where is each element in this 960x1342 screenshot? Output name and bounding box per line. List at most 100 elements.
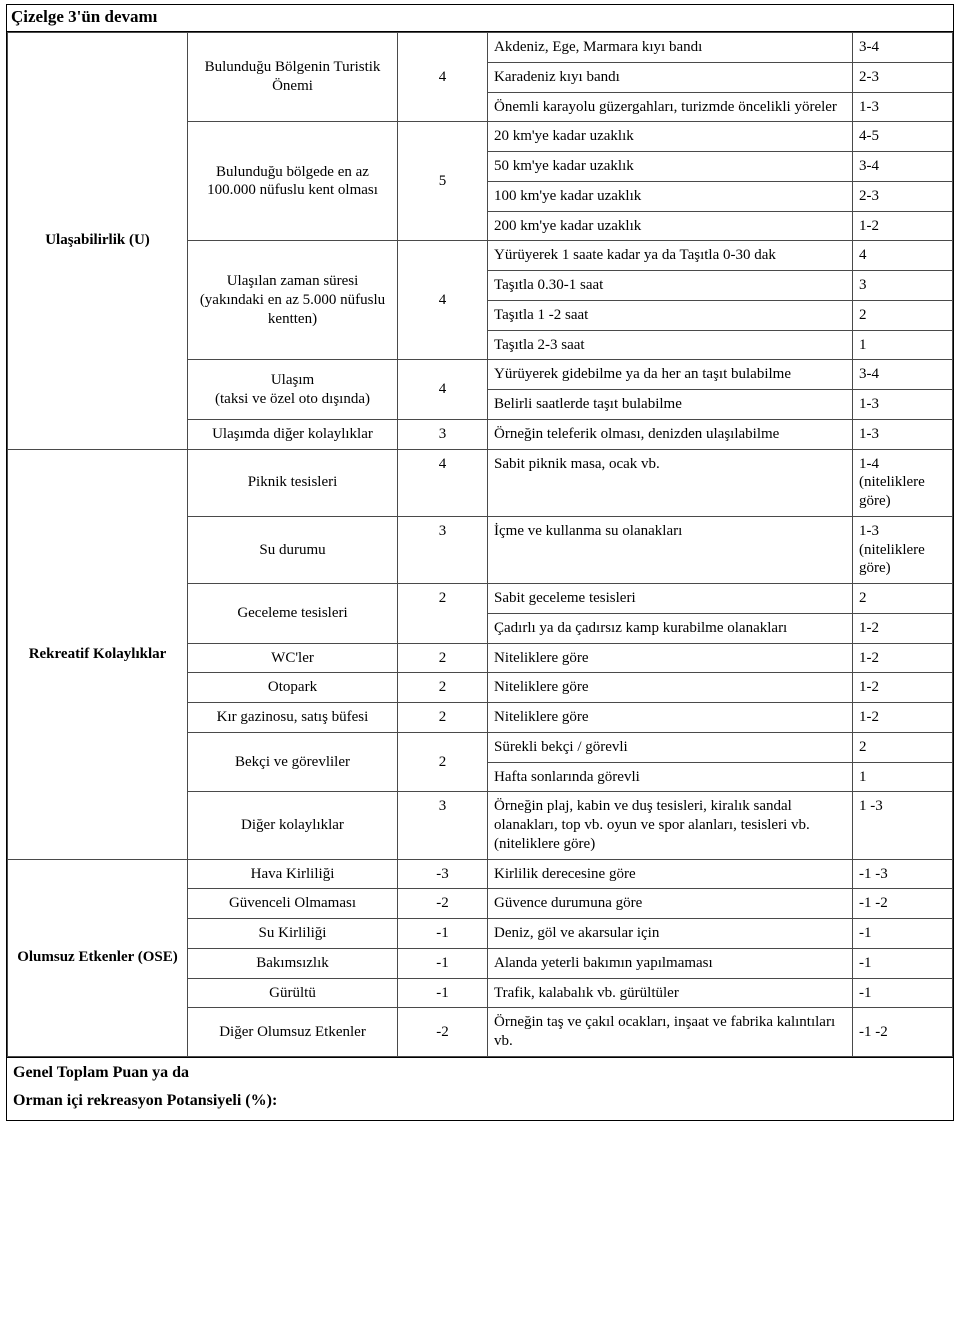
description-cell: Taşıtla 1 -2 saat <box>488 300 853 330</box>
footer-line-1: Genel Toplam Puan ya da <box>13 1064 947 1082</box>
subcriterion-cell: Ulaşım (taksi ve özel oto dışında) <box>188 360 398 420</box>
description-cell: Niteliklere göre <box>488 703 853 733</box>
description-cell: Yürüyerek gidebilme ya da her an taşıt b… <box>488 360 853 390</box>
score-cell: 2-3 <box>853 181 953 211</box>
description-cell: Niteliklere göre <box>488 643 853 673</box>
score-cell: 4 <box>853 241 953 271</box>
table-row: Rekreatif KolaylıklarPiknik tesisleri4Sa… <box>8 449 953 516</box>
subcriterion-cell: WC'ler <box>188 643 398 673</box>
weight-cell: 3 <box>398 792 488 859</box>
footer-line-2: Orman içi rekreasyon Potansiyeli (%): <box>13 1092 947 1110</box>
score-cell: 1 <box>853 762 953 792</box>
weight-cell: 2 <box>398 673 488 703</box>
description-cell: 100 km'ye kadar uzaklık <box>488 181 853 211</box>
weight-cell: 2 <box>398 703 488 733</box>
score-cell: -1 <box>853 948 953 978</box>
subcriterion-cell: Diğer Olumsuz Etkenler <box>188 1008 398 1057</box>
subcriterion-cell: Bulunduğu Bölgenin Turistik Önemi <box>188 33 398 122</box>
weight-cell: 2 <box>398 643 488 673</box>
score-cell: 1-3 <box>853 390 953 420</box>
page: Çizelge 3'ün devamı Ulaşabilirlik (U)Bul… <box>0 0 960 1131</box>
score-cell: 4-5 <box>853 122 953 152</box>
description-cell: Akdeniz, Ege, Marmara kıyı bandı <box>488 33 853 63</box>
score-cell: 1-2 <box>853 673 953 703</box>
description-cell: Taşıtla 2-3 saat <box>488 330 853 360</box>
weight-cell: 5 <box>398 122 488 241</box>
score-cell: -1 <box>853 978 953 1008</box>
description-cell: Güvence durumuna göre <box>488 889 853 919</box>
table-row: Ulaşabilirlik (U)Bulunduğu Bölgenin Turi… <box>8 33 953 63</box>
description-cell: Deniz, göl ve akarsular için <box>488 919 853 949</box>
description-cell: Sürekli bekçi / görevli <box>488 732 853 762</box>
weight-cell: 4 <box>398 360 488 420</box>
subcriterion-cell: Geceleme tesisleri <box>188 584 398 644</box>
description-cell: İçme ve kullanma su olanakları <box>488 516 853 583</box>
description-cell: 50 km'ye kadar uzaklık <box>488 152 853 182</box>
subcriterion-cell: Hava Kirliliği <box>188 859 398 889</box>
description-cell: Trafik, kalabalık vb. gürültüler <box>488 978 853 1008</box>
score-cell: 3 <box>853 271 953 301</box>
score-cell: 2 <box>853 300 953 330</box>
category-cell: Olumsuz Etkenler (OSE) <box>8 859 188 1056</box>
score-cell: 1 <box>853 330 953 360</box>
subcriterion-cell: Ulaşımda diğer kolaylıklar <box>188 419 398 449</box>
subcriterion-cell: Ulaşılan zaman süresi (yakındaki en az 5… <box>188 241 398 360</box>
weight-cell: -1 <box>398 948 488 978</box>
weight-cell: -1 <box>398 978 488 1008</box>
score-cell: 1-3 <box>853 92 953 122</box>
subcriterion-cell: Güvenceli Olmaması <box>188 889 398 919</box>
score-cell: 1-4 (niteliklere göre) <box>853 449 953 516</box>
weight-cell: 3 <box>398 516 488 583</box>
score-cell: 3-4 <box>853 360 953 390</box>
description-cell: Örneğin plaj, kabin ve duş tesisleri, ki… <box>488 792 853 859</box>
weight-cell: 4 <box>398 33 488 122</box>
description-cell: Alanda yeterli bakımın yapılmaması <box>488 948 853 978</box>
outer-frame: Çizelge 3'ün devamı Ulaşabilirlik (U)Bul… <box>6 4 954 1121</box>
weight-cell: -2 <box>398 1008 488 1057</box>
weight-cell: 2 <box>398 732 488 792</box>
subcriterion-cell: Bakımsızlık <box>188 948 398 978</box>
weight-cell: -1 <box>398 919 488 949</box>
description-cell: Örneğin taş ve çakıl ocakları, inşaat ve… <box>488 1008 853 1057</box>
footer-block: Genel Toplam Puan ya da Orman içi rekrea… <box>7 1057 953 1120</box>
score-cell: 3-4 <box>853 152 953 182</box>
score-cell: -1 -2 <box>853 889 953 919</box>
subcriterion-cell: Su Kirliliği <box>188 919 398 949</box>
category-cell: Rekreatif Kolaylıklar <box>8 449 188 859</box>
subcriterion-cell: Bulunduğu bölgede en az 100.000 nüfuslu … <box>188 122 398 241</box>
score-cell: 2 <box>853 584 953 614</box>
score-cell: 1-3 <box>853 419 953 449</box>
score-cell: -1 <box>853 919 953 949</box>
weight-cell: 4 <box>398 241 488 360</box>
weight-cell: 4 <box>398 449 488 516</box>
subcriterion-cell: Su durumu <box>188 516 398 583</box>
score-cell: 1-2 <box>853 613 953 643</box>
score-cell: 1-2 <box>853 643 953 673</box>
description-cell: Niteliklere göre <box>488 673 853 703</box>
category-cell: Ulaşabilirlik (U) <box>8 33 188 450</box>
description-cell: Önemli karayolu güzergahları, turizmde ö… <box>488 92 853 122</box>
score-cell: 1-3 (niteliklere göre) <box>853 516 953 583</box>
subcriterion-cell: Kır gazinosu, satış büfesi <box>188 703 398 733</box>
description-cell: Belirli saatlerde taşıt bulabilme <box>488 390 853 420</box>
subcriterion-cell: Diğer kolaylıklar <box>188 792 398 859</box>
criteria-table: Ulaşabilirlik (U)Bulunduğu Bölgenin Turi… <box>7 32 953 1057</box>
weight-cell: -2 <box>398 889 488 919</box>
description-cell: Sabit geceleme tesisleri <box>488 584 853 614</box>
description-cell: Karadeniz kıyı bandı <box>488 62 853 92</box>
weight-cell: -3 <box>398 859 488 889</box>
subcriterion-cell: Gürültü <box>188 978 398 1008</box>
table-title: Çizelge 3'ün devamı <box>7 5 953 32</box>
weight-cell: 3 <box>398 419 488 449</box>
description-cell: Taşıtla 0.30-1 saat <box>488 271 853 301</box>
description-cell: 200 km'ye kadar uzaklık <box>488 211 853 241</box>
description-cell: Kirlilik derecesine göre <box>488 859 853 889</box>
subcriterion-cell: Piknik tesisleri <box>188 449 398 516</box>
subcriterion-cell: Otopark <box>188 673 398 703</box>
description-cell: Hafta sonlarında görevli <box>488 762 853 792</box>
score-cell: -1 -3 <box>853 859 953 889</box>
description-cell: Sabit piknik masa, ocak vb. <box>488 449 853 516</box>
weight-cell: 2 <box>398 584 488 644</box>
score-cell: -1 -2 <box>853 1008 953 1057</box>
description-cell: Yürüyerek 1 saate kadar ya da Taşıtla 0-… <box>488 241 853 271</box>
